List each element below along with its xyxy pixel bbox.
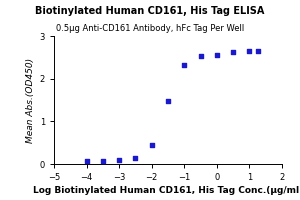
Point: [231, 50, 236, 53]
Point: [117, 158, 122, 161]
Point: [100, 159, 105, 163]
Point: [255, 49, 260, 53]
Point: [214, 54, 219, 57]
Point: [166, 100, 170, 103]
Point: [84, 160, 89, 163]
Y-axis label: Mean Abs.(OD450): Mean Abs.(OD450): [26, 57, 35, 143]
Point: [149, 144, 154, 147]
Point: [133, 157, 138, 160]
Text: 0.5μg Anti-CD161 Antibody, hFc Tag Per Well: 0.5μg Anti-CD161 Antibody, hFc Tag Per W…: [56, 24, 244, 33]
X-axis label: Log Biotinylated Human CD161, His Tag Conc.(μg/ml): Log Biotinylated Human CD161, His Tag Co…: [33, 186, 300, 195]
Point: [247, 49, 252, 53]
Point: [182, 63, 187, 66]
Text: Biotinylated Human CD161, His Tag ELISA: Biotinylated Human CD161, His Tag ELISA: [35, 6, 265, 16]
Point: [198, 55, 203, 58]
